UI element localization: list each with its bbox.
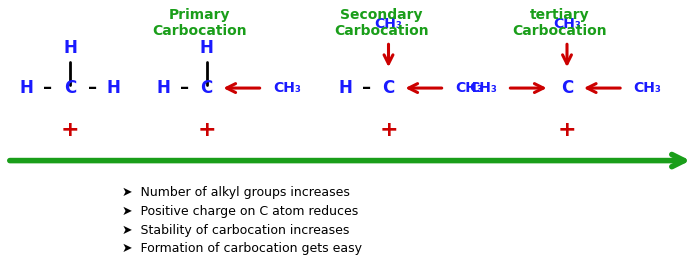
Text: CH₃: CH₃ — [469, 81, 497, 95]
Text: –: – — [88, 79, 97, 97]
Text: ➤  Formation of carbocation gets easy: ➤ Formation of carbocation gets easy — [122, 242, 363, 255]
Text: ➤  Number of alkyl groups increases: ➤ Number of alkyl groups increases — [122, 186, 351, 199]
Text: H: H — [63, 39, 77, 57]
Text: H: H — [20, 79, 34, 97]
Text: C: C — [382, 79, 395, 97]
Text: CH₃: CH₃ — [455, 81, 483, 95]
Text: H: H — [199, 39, 213, 57]
Text: +: + — [379, 119, 398, 140]
Text: tertiary
Carbocation: tertiary Carbocation — [512, 8, 608, 38]
Text: CH₃: CH₃ — [273, 81, 301, 95]
Text: +: + — [197, 119, 216, 140]
Text: –: – — [179, 79, 189, 97]
Text: ➤  Stability of carbocation increases: ➤ Stability of carbocation increases — [122, 224, 350, 237]
Text: –: – — [43, 79, 52, 97]
Text: CH₃: CH₃ — [634, 81, 662, 95]
Text: C: C — [64, 79, 76, 97]
Text: C: C — [561, 79, 573, 97]
Text: H: H — [106, 79, 120, 97]
Text: –: – — [361, 79, 371, 97]
Text: CH₃: CH₃ — [374, 17, 402, 31]
Text: +: + — [558, 119, 576, 140]
Text: CH₃: CH₃ — [553, 17, 581, 31]
Text: C: C — [200, 79, 213, 97]
Text: Secondary
Carbocation: Secondary Carbocation — [334, 8, 429, 38]
Text: H: H — [156, 79, 170, 97]
Text: Primary
Carbocation: Primary Carbocation — [152, 8, 247, 38]
Text: ➤  Positive charge on C atom reduces: ➤ Positive charge on C atom reduces — [122, 205, 358, 218]
Text: H: H — [338, 79, 352, 97]
Text: +: + — [61, 119, 79, 140]
